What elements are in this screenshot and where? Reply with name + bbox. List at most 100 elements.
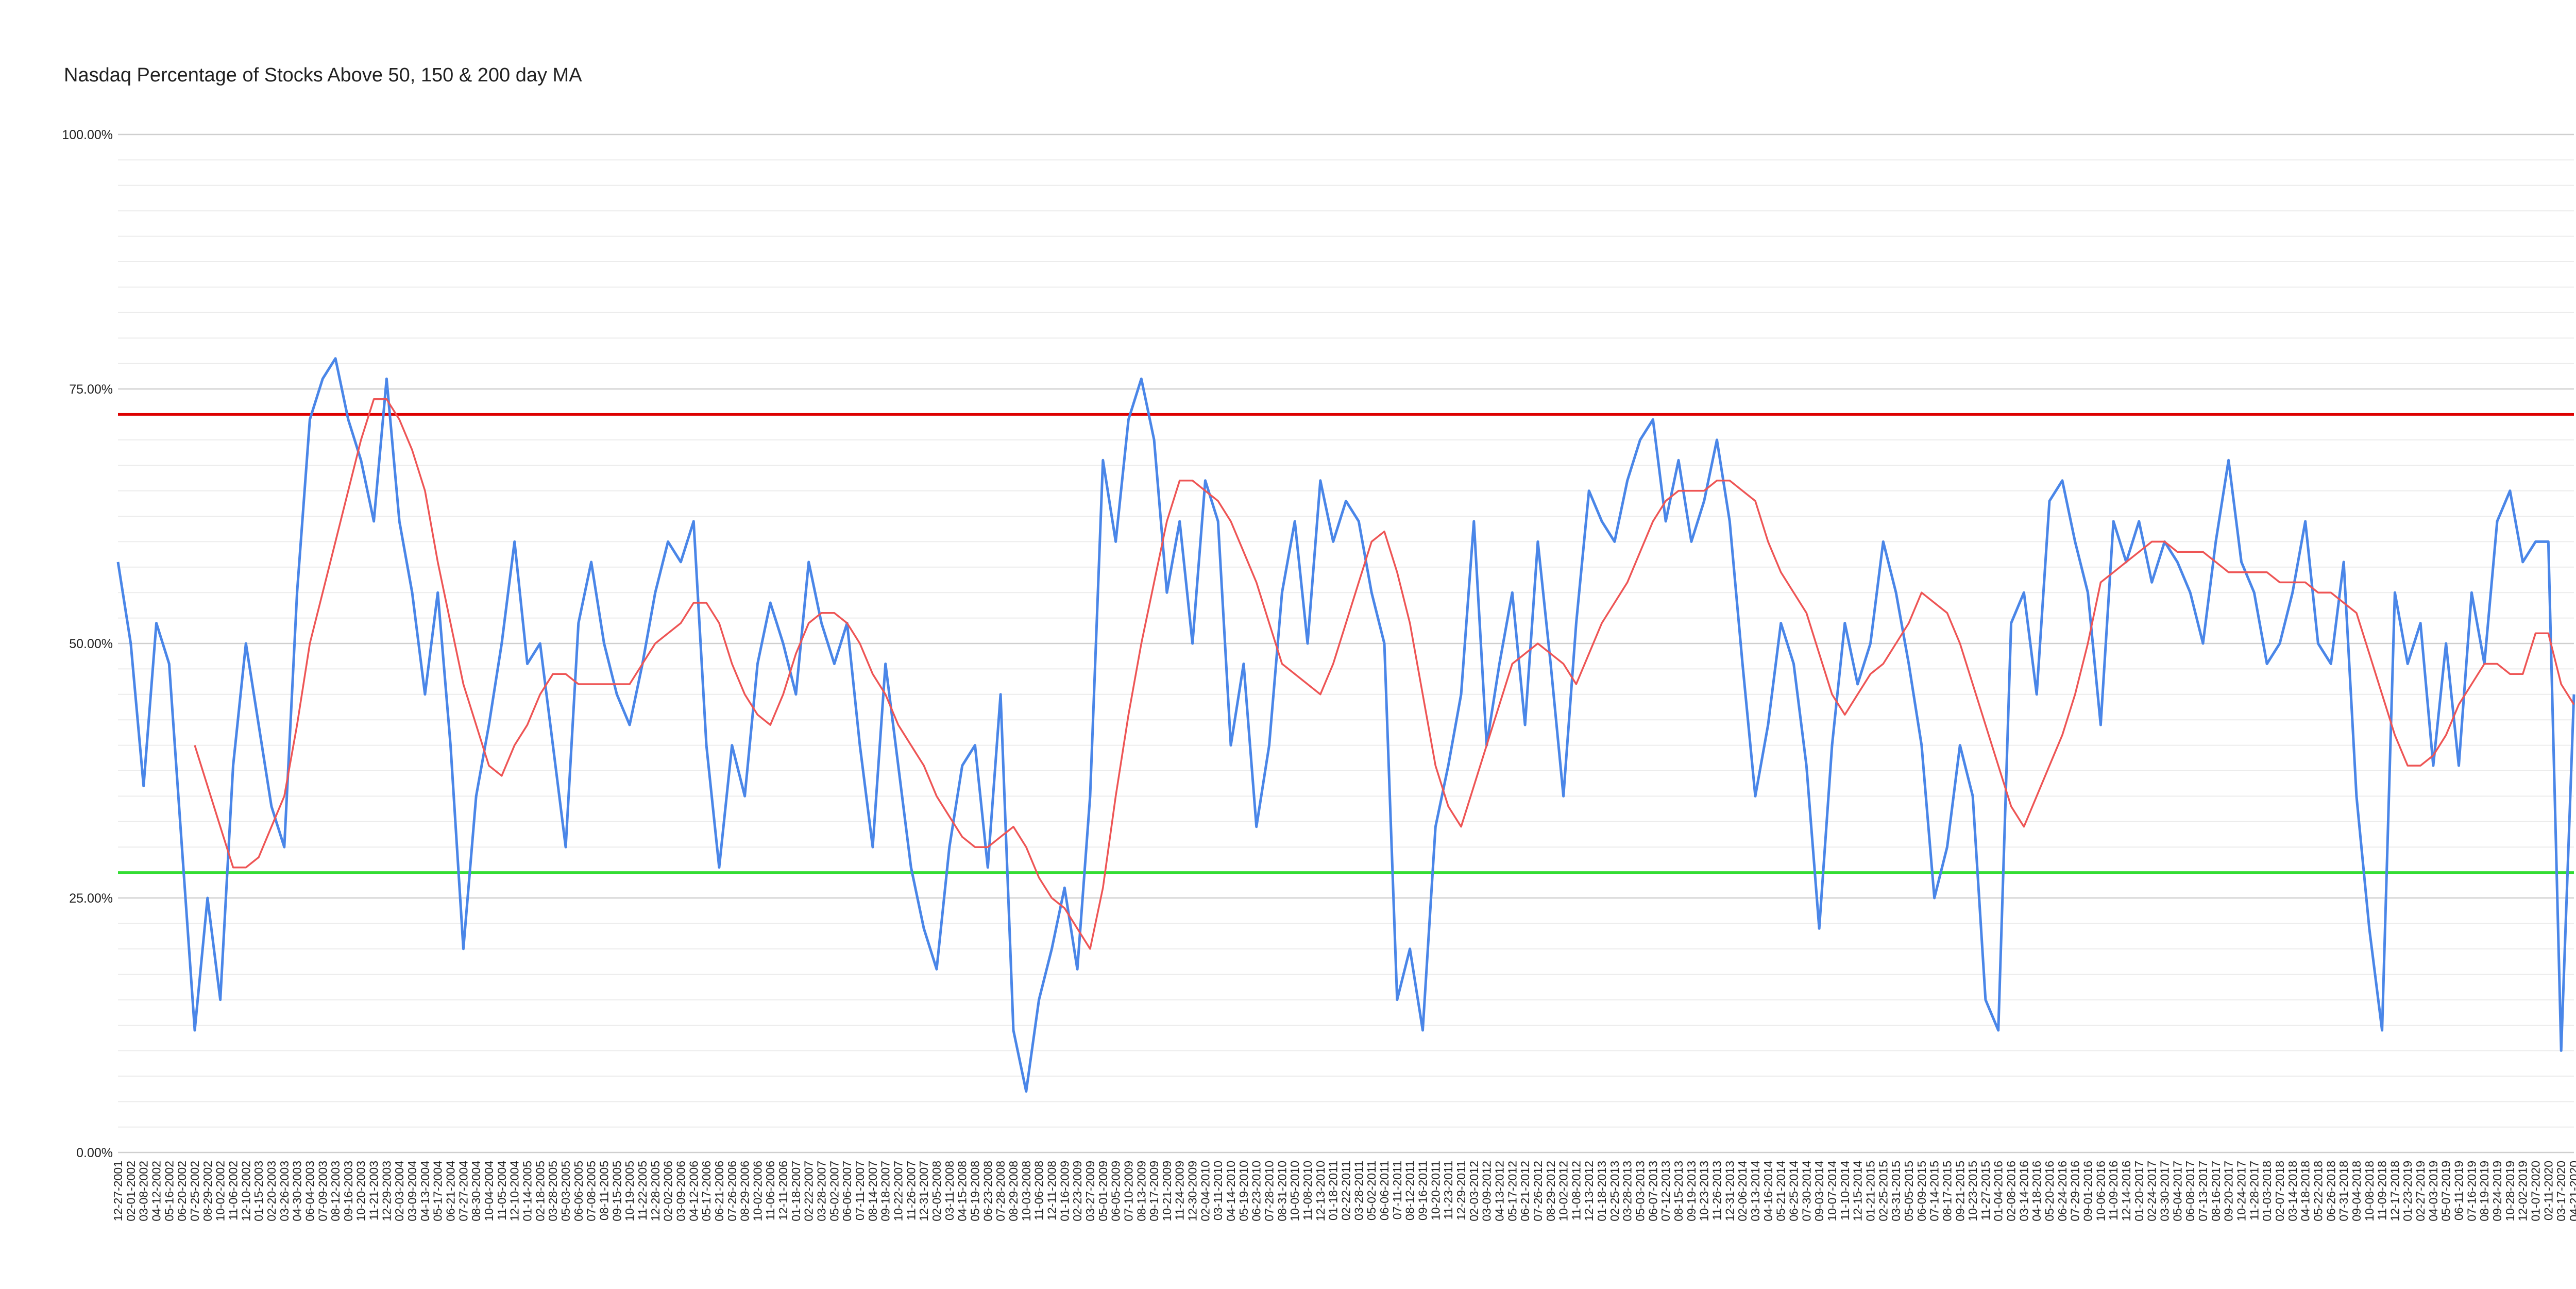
x-tick-label: 02-03-2012	[1467, 1161, 1481, 1222]
x-tick-label: 08-13-2009	[1134, 1161, 1148, 1222]
x-tick-label: 05-07-2019	[2439, 1161, 2453, 1222]
x-tick-label: 02-03-2004	[393, 1161, 406, 1222]
x-tick-label: 04-12-2002	[149, 1161, 163, 1222]
x-tick-label: 10-24-2017	[2234, 1161, 2248, 1222]
x-tick-label: 08-17-2015	[1940, 1161, 1954, 1222]
x-tick-label: 12-29-2011	[1454, 1161, 1468, 1220]
x-tick-label: 11-23-2011	[1442, 1161, 1455, 1219]
x-tick-label: 06-23-2008	[981, 1161, 994, 1222]
x-tick-label: 08-29-2006	[738, 1161, 752, 1222]
x-tick-label: 04-21-2020	[2567, 1161, 2576, 1222]
x-tick-label: 04-18-2016	[2030, 1161, 2043, 1222]
x-tick-label: 08-12-2011	[1403, 1161, 1417, 1220]
x-tick-label: 11-28-2017	[2247, 1161, 2261, 1220]
x-tick-label: 10-23-2013	[1698, 1161, 1711, 1222]
x-tick-label: 03-09-2006	[674, 1161, 687, 1222]
x-tick-label: 06-06-2007	[840, 1161, 854, 1222]
x-tick-label: 03-27-2009	[1083, 1161, 1097, 1222]
x-tick-label: 02-22-2011	[1340, 1161, 1353, 1220]
x-tick-label: 12-30-2009	[1186, 1161, 1199, 1222]
x-tick-label: 11-06-2002	[226, 1161, 240, 1220]
x-tick-label: 05-19-2010	[1237, 1161, 1250, 1222]
x-tick-label: 12-13-2010	[1314, 1161, 1327, 1222]
x-tick-label: 08-14-2007	[866, 1161, 879, 1222]
x-tick-label: 07-30-2014	[1800, 1161, 1813, 1222]
x-tick-label: 11-26-2013	[1710, 1161, 1724, 1220]
x-tick-label: 06-04-2003	[303, 1161, 316, 1222]
x-tick-label: 05-21-2014	[1774, 1161, 1788, 1222]
x-tick-label: 11-08-2010	[1301, 1161, 1314, 1220]
x-tick-label: 10-08-2018	[2363, 1161, 2376, 1222]
x-tick-label: 07-12-2013	[1659, 1161, 1672, 1222]
x-tick-label: 02-02-2006	[662, 1161, 675, 1222]
x-tick-label: 12-10-2004	[508, 1161, 521, 1222]
x-tick-label: 04-03-2019	[2427, 1161, 2440, 1222]
x-tick-label: 09-01-2016	[2081, 1161, 2095, 1222]
x-tick-label: 12-29-2003	[380, 1161, 393, 1222]
x-tick-label: 07-25-2002	[188, 1161, 201, 1222]
x-tick-label: 07-09-2003	[316, 1161, 329, 1222]
x-tick-label: 10-02-2002	[214, 1161, 227, 1222]
x-tick-label: 09-15-2005	[610, 1161, 623, 1222]
x-tick-label: 06-05-2009	[1109, 1161, 1123, 1222]
x-tick-label: 09-18-2007	[879, 1161, 892, 1222]
x-tick-label: 05-17-2006	[700, 1161, 713, 1222]
x-tick-label: 09-16-2011	[1416, 1161, 1429, 1220]
x-tick-label: 12-11-2008	[1045, 1161, 1058, 1220]
x-tick-label: 04-14-2010	[1224, 1161, 1238, 1222]
x-tick-label: 01-18-2007	[789, 1161, 803, 1222]
x-tick-label: 01-23-2019	[2401, 1161, 2414, 1222]
x-tick-label: 07-26-2012	[1531, 1161, 1545, 1222]
x-tick-label: 07-11-2011	[1391, 1161, 1404, 1219]
x-tick-label: 08-29-2002	[201, 1161, 214, 1222]
x-tick-label: 05-16-2002	[162, 1161, 176, 1222]
x-tick-label: 04-13-2004	[418, 1161, 432, 1222]
x-tick-label: 04-16-2014	[1761, 1161, 1775, 1222]
x-tick-label: 02-01-2002	[124, 1161, 138, 1222]
x-tick-label: 12-02-2019	[2516, 1161, 2530, 1222]
chart-title: Nasdaq Percentage of Stocks Above 50, 15…	[64, 64, 582, 86]
x-tick-label: 05-03-2013	[1634, 1161, 1647, 1222]
x-tick-label: 10-05-2010	[1288, 1161, 1301, 1222]
x-tick-label: 09-17-2009	[1147, 1161, 1161, 1222]
x-tick-label: 04-12-2006	[687, 1161, 700, 1222]
series-line	[116, 357, 2575, 1093]
x-tick-label: 05-05-2015	[1902, 1161, 1916, 1222]
y-tick-label: 0.00%	[76, 1146, 113, 1160]
x-tick-label: 03-17-2020	[2554, 1161, 2568, 1222]
x-tick-label: 11-21-2003	[367, 1161, 381, 1220]
x-tick-label: 03-28-2005	[546, 1161, 560, 1222]
x-tick-label: 11-08-2012	[1569, 1161, 1583, 1220]
x-tick-label: 08-19-2019	[2478, 1161, 2491, 1222]
x-tick-label: 03-28-2013	[1621, 1161, 1634, 1222]
x-tick-label: 03-28-2007	[815, 1161, 828, 1222]
x-tick-label: 12-10-2002	[239, 1161, 252, 1222]
x-tick-label: 10-20-2011	[1429, 1161, 1442, 1220]
x-tick-label: 08-16-2017	[2209, 1161, 2223, 1222]
x-tick-label: 01-14-2005	[521, 1161, 534, 1222]
x-tick-label: 05-17-2012	[1505, 1161, 1519, 1222]
x-tick-label: 10-22-2007	[892, 1161, 905, 1222]
x-tick-label: 06-21-2012	[1518, 1161, 1532, 1222]
x-tick-label: 06-08-2017	[2183, 1161, 2197, 1222]
x-tick-label: 12-14-2016	[2120, 1161, 2133, 1222]
x-tick-label: 02-27-2019	[2414, 1161, 2427, 1222]
x-tick-label: 12-17-2018	[2388, 1161, 2401, 1222]
x-tick-label: 03-13-2014	[1749, 1161, 1762, 1222]
x-tick-label: 02-24-2017	[2145, 1161, 2159, 1222]
x-tick-label: 11-06-2006	[764, 1161, 777, 1220]
x-tick-label: 10-19-2005	[623, 1161, 636, 1222]
x-tick-label: 07-13-2017	[2196, 1161, 2210, 1222]
x-tick-label: 02-18-2005	[533, 1161, 547, 1222]
x-tick-label: 01-20-2017	[2132, 1161, 2146, 1222]
x-tick-label: 06-24-2016	[2056, 1161, 2069, 1222]
x-tick-label: 03-31-2015	[1889, 1161, 1903, 1222]
x-tick-label: 05-04-2017	[2171, 1161, 2184, 1222]
x-tick-label: 07-10-2009	[1122, 1161, 1135, 1222]
x-tick-label: 06-26-2018	[2324, 1161, 2337, 1222]
x-tick-label: 03-14-2018	[2286, 1161, 2299, 1222]
x-tick-label: 05-20-2016	[2043, 1161, 2056, 1222]
x-tick-label: 04-13-2012	[1493, 1161, 1506, 1222]
x-tick-label: 11-06-2008	[1032, 1161, 1046, 1220]
